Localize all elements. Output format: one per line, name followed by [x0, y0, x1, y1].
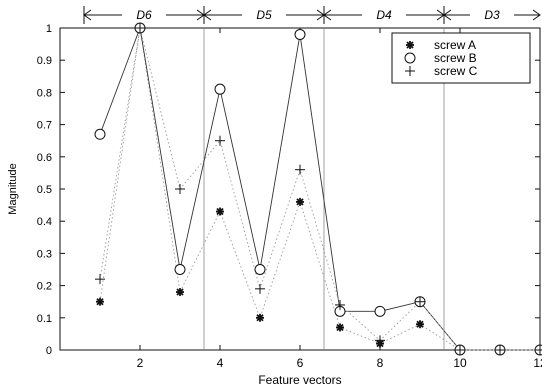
data-point-screw-c — [215, 135, 225, 146]
data-point-screw-a — [336, 323, 344, 332]
data-point-screw-a — [416, 320, 424, 329]
data-point-screw-c — [175, 184, 185, 194]
band-arrow-head-right — [532, 9, 541, 21]
y-tick-label: 0.2 — [37, 281, 52, 293]
legend-marker-screw-c — [405, 66, 415, 76]
y-tick-label: 0.7 — [37, 120, 52, 132]
data-point-screw-b — [374, 305, 386, 317]
data-point-screw-b — [94, 128, 106, 140]
x-tick-label: 4 — [217, 356, 224, 370]
data-point-screw-c — [535, 345, 542, 355]
series-markers — [94, 22, 542, 356]
band-label: D4 — [376, 8, 392, 22]
y-tick-label: 0.1 — [37, 313, 52, 325]
data-point-screw-c — [255, 283, 265, 294]
data-point-screw-c — [495, 345, 505, 355]
data-point-screw-b — [254, 264, 266, 275]
legend-label: screw C — [434, 64, 478, 78]
data-point-screw-a — [256, 313, 264, 322]
data-point-screw-c — [415, 296, 425, 307]
y-axis-ticks: 0 0.1 0.2 0.3 0.4 0.5 0.6 0.7 0.8 0.9 1 — [37, 23, 540, 357]
data-point-screw-c — [375, 335, 385, 346]
x-axis-ticks: 2 4 6 8 10 12 — [137, 28, 542, 370]
data-point-screw-a — [176, 288, 184, 297]
x-tick-label: 10 — [453, 356, 467, 370]
data-point-screw-b — [174, 264, 186, 275]
y-tick-label: 0.4 — [37, 216, 52, 228]
data-point-screw-b — [214, 83, 226, 95]
data-point-screw-c — [455, 345, 465, 355]
y-tick-label: 0.8 — [37, 87, 52, 99]
band-label: D5 — [256, 8, 272, 22]
y-tick-label: 1 — [46, 23, 52, 35]
legend-label: screw A — [434, 38, 476, 52]
data-point-screw-a — [296, 197, 304, 206]
y-tick-label: 0.3 — [37, 248, 52, 260]
legend-label: screw B — [434, 51, 477, 65]
data-point-screw-c — [335, 299, 345, 310]
data-point-screw-c — [95, 274, 105, 285]
y-tick-label: 0.6 — [37, 152, 52, 164]
legend-marker-screw-a — [406, 41, 414, 49]
y-tick-label: 0 — [46, 345, 52, 357]
band-label: D3 — [484, 8, 500, 22]
band-label: D6 — [136, 8, 152, 22]
y-axis-label: Magnitude — [7, 163, 19, 214]
series-line-screw-c — [99, 27, 540, 351]
x-tick-label: 6 — [297, 356, 304, 370]
x-tick-label: 12 — [533, 356, 542, 370]
series-lines — [99, 26, 540, 351]
x-axis-label: Feature vectors — [258, 373, 341, 387]
data-point-screw-a — [216, 207, 224, 216]
data-point-screw-c — [295, 164, 305, 175]
y-tick-label: 0.9 — [37, 55, 52, 67]
data-point-screw-a — [96, 297, 104, 306]
x-tick-label: 8 — [377, 356, 384, 370]
data-point-screw-c — [135, 23, 145, 33]
data-point-screw-b — [294, 28, 306, 40]
band-annotations: D6 D5 D4 D3 — [83, 6, 541, 24]
legend-marker-screw-b — [404, 52, 416, 64]
x-tick-label: 2 — [137, 356, 144, 370]
y-tick-label: 0.5 — [37, 184, 52, 196]
